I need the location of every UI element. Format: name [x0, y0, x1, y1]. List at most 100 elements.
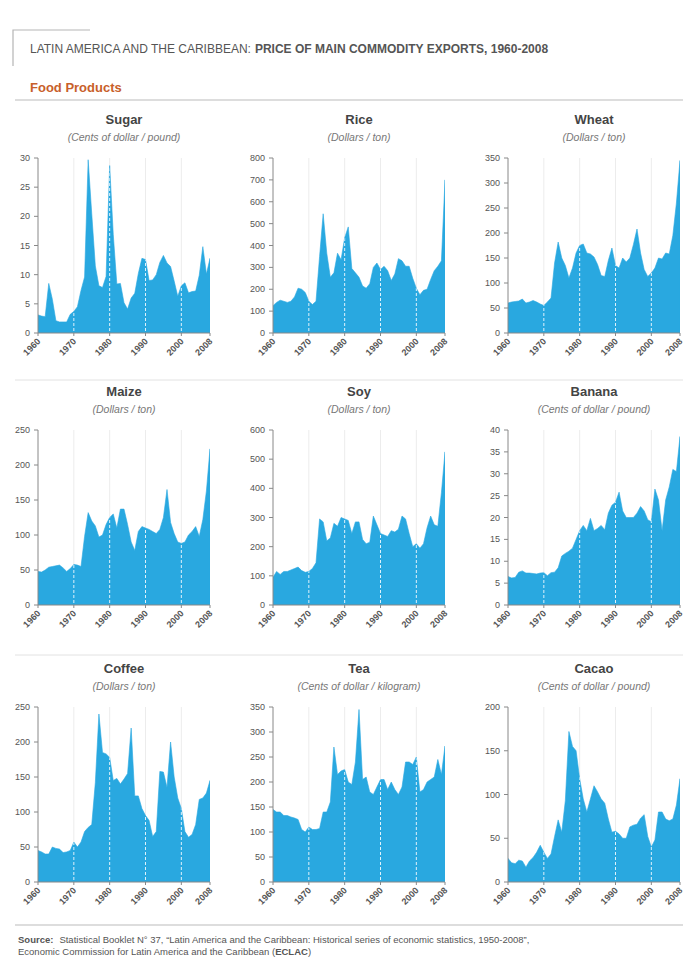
x-tick-label: 1960: [21, 336, 42, 357]
grid-line: [380, 707, 381, 882]
x-axis: [273, 605, 445, 606]
x-tick-label: 1970: [57, 608, 78, 629]
grid-line: [344, 707, 345, 882]
x-tick: [416, 333, 417, 336]
x-tick-label: 1990: [129, 885, 150, 906]
plot-area: [508, 430, 680, 605]
y-tick-label: 500: [250, 454, 265, 464]
x-tick: [73, 605, 74, 608]
x-tick-label: 1980: [328, 608, 349, 629]
x-axis: [38, 333, 210, 334]
y-tick: [269, 158, 273, 159]
x-axis: [38, 882, 210, 883]
y-tick: [269, 179, 273, 180]
y-tick: [269, 882, 273, 883]
y-tick-label: 100: [485, 278, 500, 288]
y-tick: [34, 245, 38, 246]
y-tick: [34, 707, 38, 708]
y-tick-label: 50: [255, 852, 265, 862]
x-tick-label: 1980: [93, 608, 114, 629]
y-tick-label: 40: [490, 425, 500, 435]
grid-line: [308, 707, 309, 882]
y-tick: [269, 832, 273, 833]
x-tick: [445, 605, 446, 608]
y-tick: [504, 233, 508, 234]
y-tick-label: 50: [20, 842, 30, 852]
chart: Tea(Cents of dollar / kilogram)050100150…: [250, 661, 449, 907]
chart-subtitle: (Dollars / ton): [562, 131, 625, 143]
x-tick: [145, 882, 146, 885]
row-separator: [15, 655, 683, 656]
y-tick: [34, 187, 38, 188]
x-tick: [109, 333, 110, 336]
grid-line: [416, 707, 417, 882]
y-tick: [34, 158, 38, 159]
y-tick: [504, 430, 508, 431]
grid-line: [145, 430, 146, 605]
chart-subtitle: (Dollars / ton): [327, 131, 390, 143]
x-tick: [273, 882, 274, 885]
grid-line: [109, 430, 110, 605]
y-tick-label: 150: [250, 802, 265, 812]
chart-title: Soy: [347, 384, 372, 399]
x-axis: [508, 333, 680, 334]
y-tick-label: 0: [495, 328, 500, 338]
y-tick-label: 10: [20, 270, 30, 280]
x-tick: [73, 333, 74, 336]
y-tick-label: 0: [25, 877, 30, 887]
y-tick: [504, 539, 508, 540]
x-tick: [508, 882, 509, 885]
y-tick-label: 25: [490, 491, 500, 501]
area: [273, 710, 445, 883]
y-tick: [504, 707, 508, 708]
x-tick: [579, 333, 580, 336]
x-tick: [651, 882, 652, 885]
x-tick: [109, 882, 110, 885]
x-tick-label: 1960: [491, 885, 512, 906]
grid-inner: [544, 707, 652, 882]
y-tick-label: 250: [250, 752, 265, 762]
y-tick-label: 350: [250, 702, 265, 712]
y-tick: [504, 517, 508, 518]
x-tick-label: 1990: [364, 608, 385, 629]
source-text: Economic Commission for Latin America an…: [18, 946, 276, 957]
x-tick-label: 1970: [527, 336, 548, 357]
y-tick: [34, 333, 38, 334]
y-tick-label: 150: [15, 495, 30, 505]
y-tick: [504, 258, 508, 259]
y-tick-label: 200: [250, 777, 265, 787]
y-tick-label: 600: [250, 197, 265, 207]
chart-subtitle: (Cents of dollar / pound): [538, 403, 651, 415]
source-label: Source:: [18, 934, 53, 945]
y-tick: [34, 882, 38, 883]
y-tick-label: 200: [250, 542, 265, 552]
x-tick-label: 1970: [292, 336, 313, 357]
y-tick: [34, 216, 38, 217]
x-tick: [380, 333, 381, 336]
x-tick: [145, 333, 146, 336]
x-tick: [680, 605, 681, 608]
x-tick: [579, 882, 580, 885]
y-tick: [269, 459, 273, 460]
y-tick: [269, 757, 273, 758]
y-tick-label: 0: [260, 328, 265, 338]
chart-subtitle: (Cents of dollar / pound): [538, 680, 651, 692]
y-tick: [504, 882, 508, 883]
y-tick-label: 15: [490, 534, 500, 544]
x-tick: [416, 605, 417, 608]
plot-area: [273, 430, 445, 605]
x-tick-label: 2008: [193, 608, 214, 629]
y-tick: [34, 605, 38, 606]
chart-title: Tea: [348, 661, 370, 676]
x-tick: [651, 605, 652, 608]
y-tick: [34, 847, 38, 848]
grid-line: [308, 158, 309, 333]
y-tick-label: 100: [485, 790, 500, 800]
chart-subtitle: (Dollars / ton): [92, 680, 155, 692]
chart: Wheat(Dollars / ton)05010015020025030035…: [485, 112, 684, 358]
plot-area: [38, 158, 210, 333]
x-tick: [308, 605, 309, 608]
y-tick: [504, 794, 508, 795]
plot-area: [508, 158, 680, 333]
source-text: ): [308, 946, 311, 957]
